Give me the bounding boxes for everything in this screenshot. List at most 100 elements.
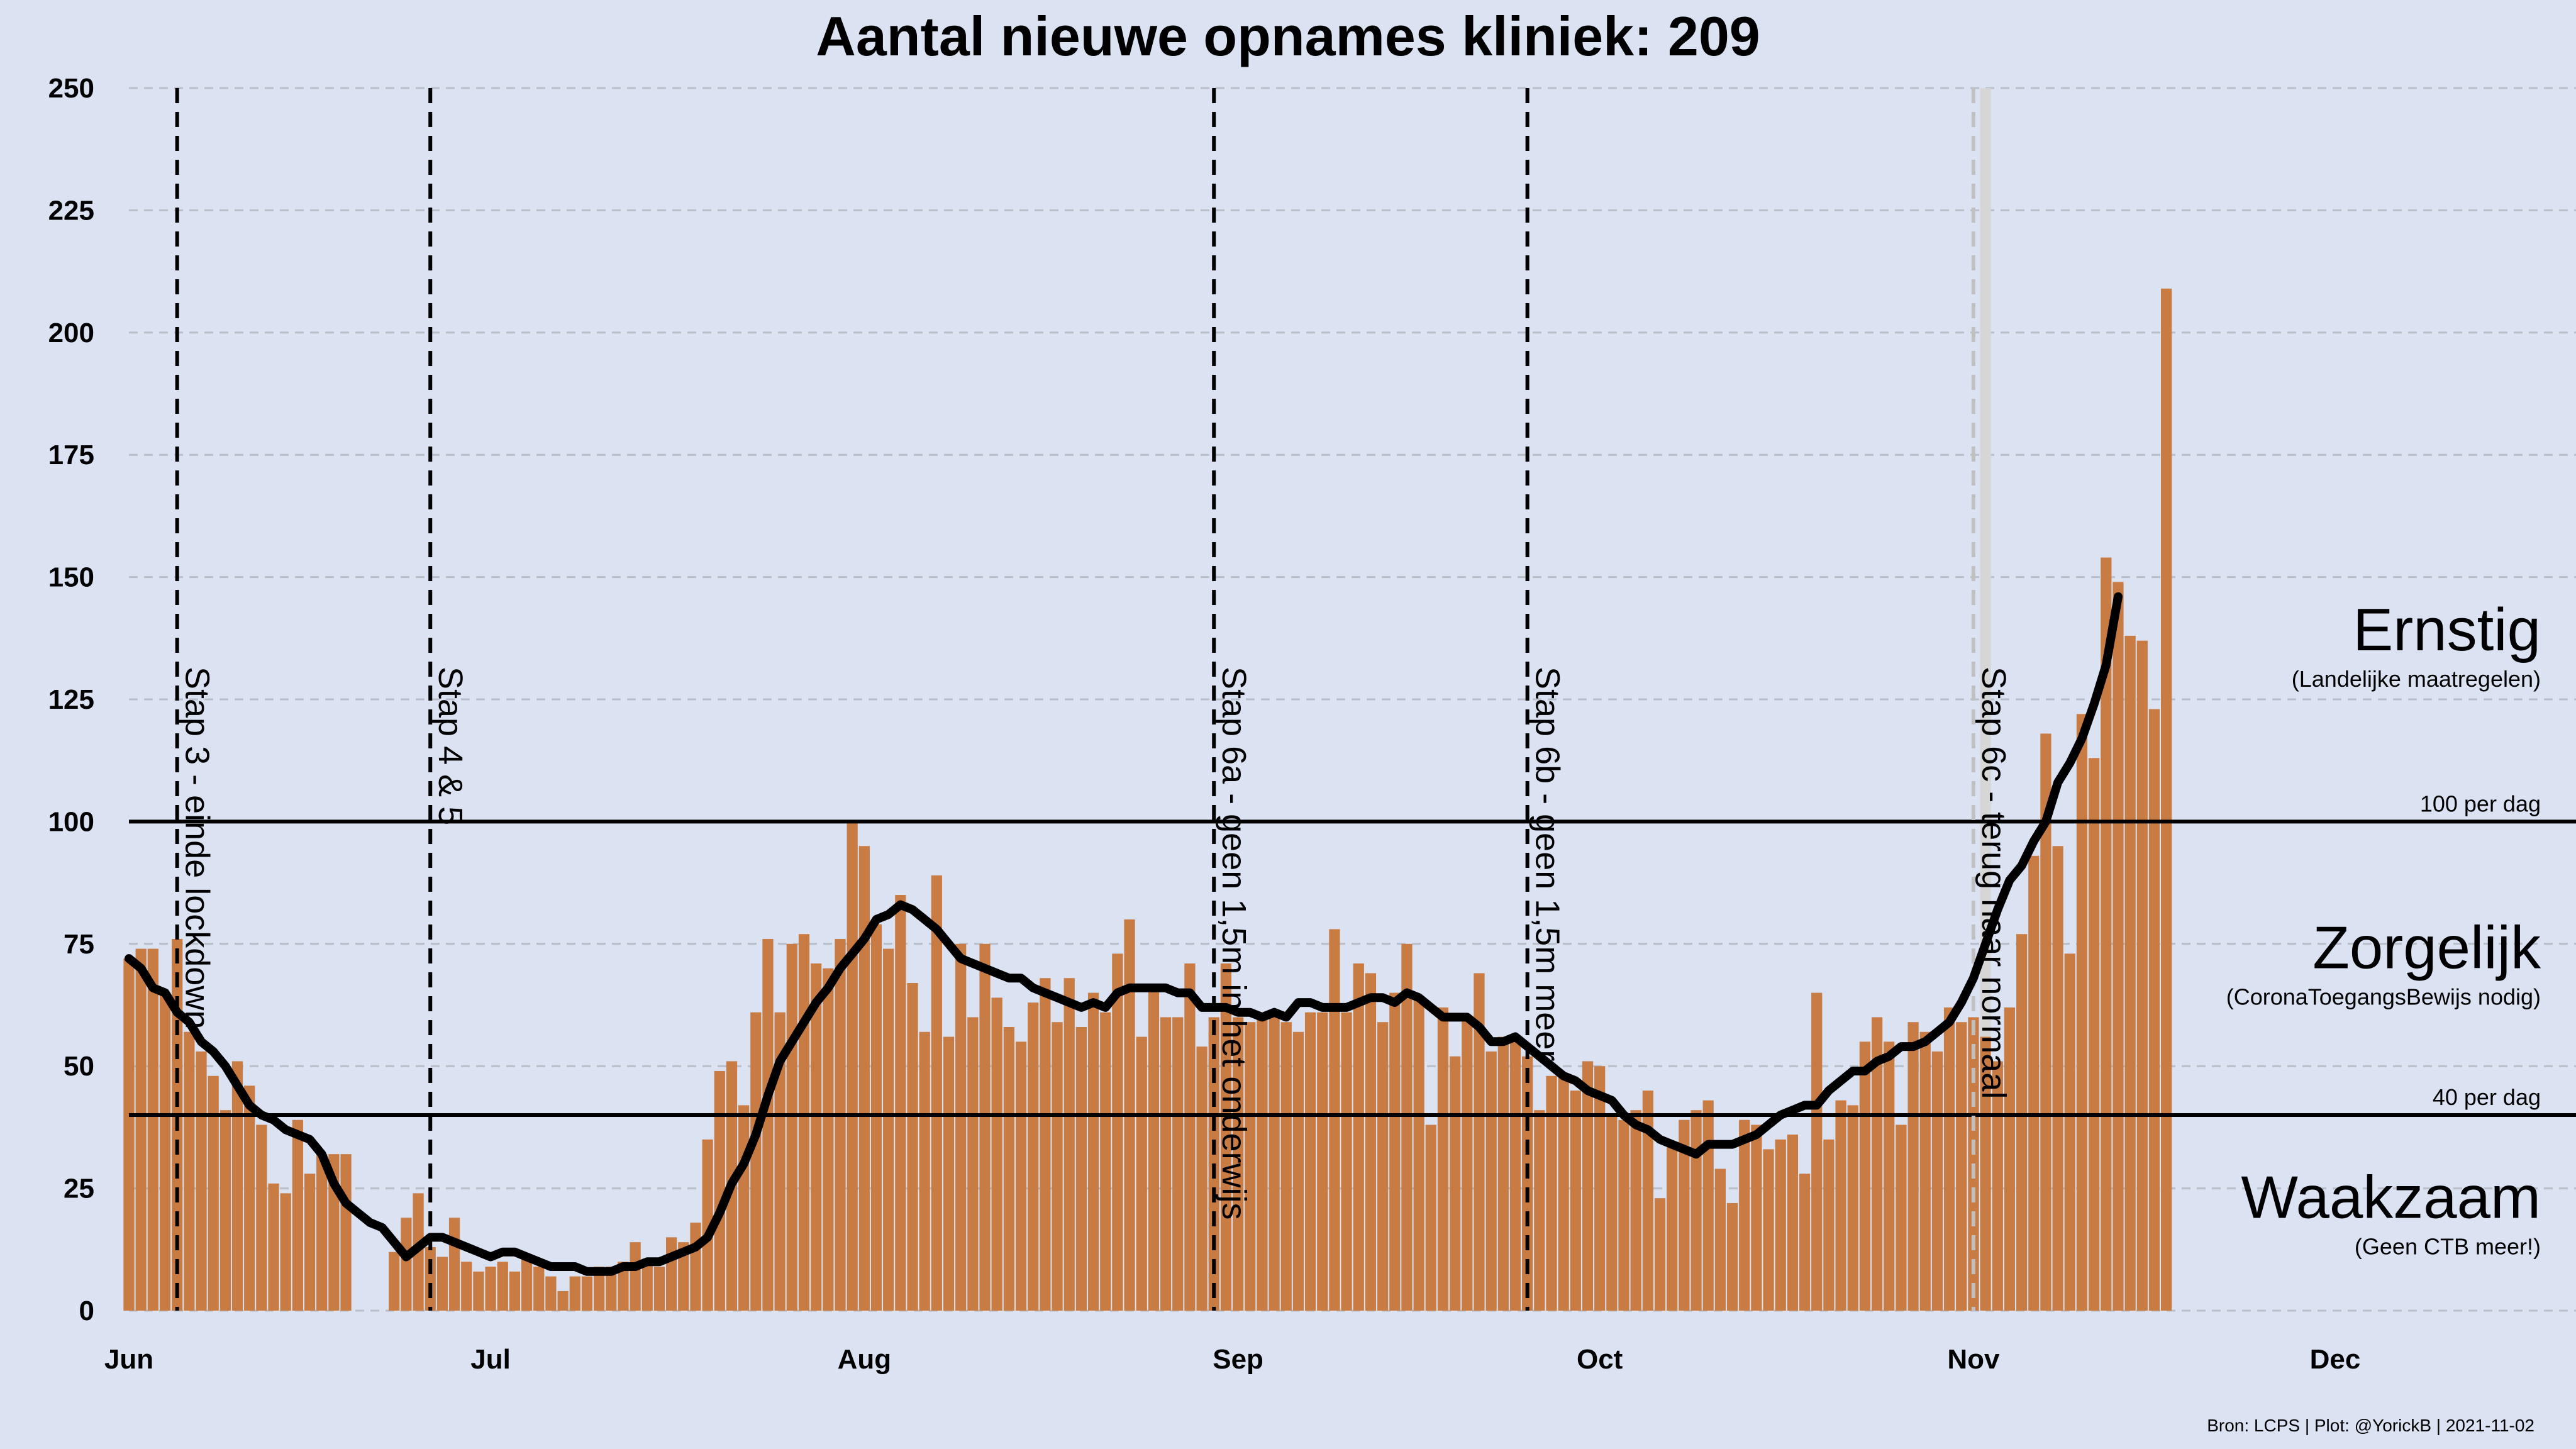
bar bbox=[1823, 1139, 1835, 1311]
event-label: Stap 6a - geen 1,5m in het onderwijs bbox=[1215, 667, 1253, 1220]
bar bbox=[979, 943, 991, 1311]
bar bbox=[2136, 640, 2148, 1311]
bar bbox=[1377, 1022, 1389, 1311]
bar bbox=[895, 895, 906, 1311]
bar bbox=[2148, 709, 2160, 1311]
bar bbox=[2040, 733, 2051, 1311]
bar bbox=[1642, 1091, 1653, 1311]
bar bbox=[280, 1193, 291, 1311]
bar bbox=[630, 1242, 641, 1311]
bar bbox=[1582, 1061, 1594, 1311]
bar bbox=[485, 1267, 496, 1311]
bar bbox=[858, 846, 870, 1311]
bar bbox=[1040, 978, 1051, 1311]
bar bbox=[569, 1276, 580, 1311]
bar bbox=[1919, 1031, 1931, 1311]
bar bbox=[268, 1183, 279, 1311]
bar bbox=[847, 821, 858, 1311]
bar bbox=[798, 934, 810, 1311]
bar bbox=[762, 939, 774, 1311]
bar bbox=[2076, 714, 2088, 1311]
bar bbox=[1726, 1202, 1738, 1311]
bar bbox=[1534, 1110, 1545, 1311]
bar bbox=[1931, 1051, 1943, 1311]
bar bbox=[1425, 1124, 1436, 1311]
bar bbox=[1630, 1110, 1641, 1311]
x-tick-label: Jul bbox=[470, 1344, 511, 1375]
grid-lines bbox=[129, 87, 2576, 1312]
bar bbox=[690, 1223, 701, 1311]
bar bbox=[714, 1070, 725, 1311]
bar bbox=[147, 948, 158, 1311]
threshold-label: 100 per dag bbox=[2420, 791, 2541, 816]
bar bbox=[1365, 973, 1377, 1311]
bar bbox=[2004, 1007, 2016, 1311]
bar bbox=[1546, 1075, 1557, 1311]
bar bbox=[1690, 1110, 1702, 1311]
bar bbox=[1329, 929, 1340, 1311]
bar bbox=[1184, 963, 1196, 1311]
y-tick-label: 0 bbox=[79, 1296, 94, 1326]
bar bbox=[1100, 1012, 1111, 1311]
bar bbox=[1859, 1041, 1871, 1311]
bar bbox=[678, 1242, 689, 1311]
bar bbox=[991, 997, 1002, 1311]
bar bbox=[1341, 1012, 1352, 1311]
bar bbox=[2161, 288, 2172, 1311]
bar bbox=[1811, 992, 1823, 1311]
bar bbox=[1160, 1017, 1172, 1311]
bar bbox=[1063, 978, 1075, 1311]
bar bbox=[1896, 1124, 1907, 1311]
event-label: Stap 6b - geen 1,5m meer bbox=[1529, 667, 1567, 1061]
bar bbox=[1292, 1031, 1304, 1311]
bar bbox=[786, 943, 797, 1311]
bar bbox=[1280, 1022, 1292, 1311]
bar bbox=[641, 1262, 653, 1311]
bar bbox=[1763, 1149, 1774, 1311]
y-tick-label: 25 bbox=[64, 1174, 94, 1204]
bar bbox=[2101, 557, 2112, 1311]
bar bbox=[943, 1036, 955, 1311]
x-tick-label: Jun bbox=[104, 1344, 153, 1375]
bar bbox=[135, 948, 147, 1311]
bar bbox=[750, 1012, 762, 1311]
y-axis: 0 25 50 75 100 125 150 175 200 225 250 bbox=[48, 73, 94, 1326]
average-line bbox=[125, 592, 2123, 1276]
bar bbox=[1775, 1139, 1786, 1311]
y-tick-label: 50 bbox=[64, 1051, 94, 1082]
bar bbox=[1702, 1100, 1714, 1311]
bar bbox=[196, 1051, 207, 1311]
bar bbox=[1485, 1051, 1497, 1311]
x-axis: Jun Jul Aug Sep Oct Nov Dec bbox=[104, 1344, 2360, 1375]
threshold-label: 40 per dag bbox=[2433, 1084, 2541, 1110]
y-tick-label: 100 bbox=[48, 806, 94, 837]
y-tick-label: 225 bbox=[48, 195, 94, 226]
bar bbox=[618, 1262, 629, 1311]
bar bbox=[292, 1119, 303, 1311]
bar bbox=[1413, 997, 1424, 1311]
y-tick-label: 75 bbox=[64, 929, 94, 960]
bar bbox=[1196, 1046, 1208, 1311]
event-label: Stap 3 - einde lockdown bbox=[179, 667, 216, 1029]
bars bbox=[123, 88, 2172, 1311]
bar bbox=[1317, 1012, 1328, 1311]
bar bbox=[883, 948, 894, 1311]
bar bbox=[1751, 1124, 1762, 1311]
bar bbox=[2016, 934, 2028, 1311]
bar bbox=[1714, 1169, 1726, 1311]
bar bbox=[1450, 1056, 1461, 1311]
bar bbox=[219, 1110, 231, 1311]
y-tick-label: 175 bbox=[48, 440, 94, 470]
bar bbox=[1884, 1041, 1895, 1311]
bar bbox=[1052, 1022, 1063, 1311]
bar bbox=[738, 1105, 750, 1311]
bar bbox=[2124, 635, 2136, 1311]
zone-name: Waakzaam bbox=[2241, 1163, 2541, 1231]
bar bbox=[967, 1017, 979, 1311]
bar bbox=[1003, 1026, 1014, 1311]
bar bbox=[473, 1271, 484, 1311]
bar bbox=[1679, 1119, 1690, 1311]
bar bbox=[811, 963, 822, 1311]
bar bbox=[1509, 1041, 1521, 1311]
